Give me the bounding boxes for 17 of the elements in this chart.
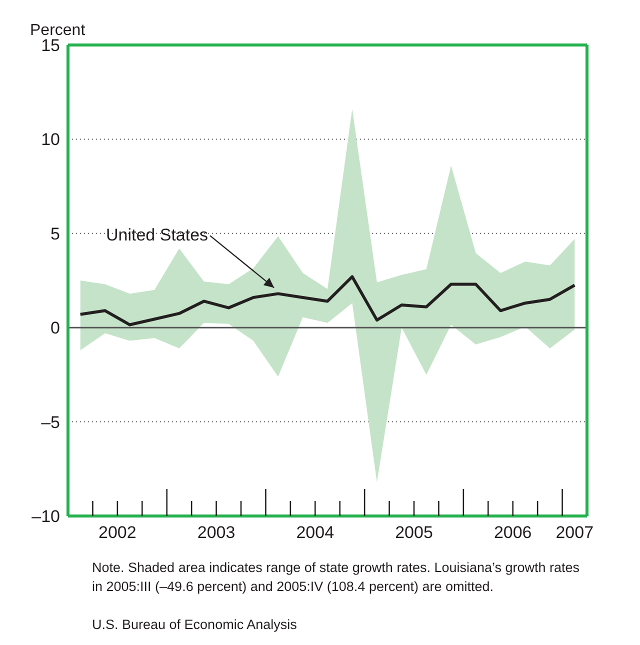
y-tick-label: 0 [50,318,60,338]
text: U.S. Bureau of Economic Analysis [92,616,298,634]
x-tick-label: 2005 [395,523,433,542]
y-tick-label: 5 [50,224,60,244]
y-tick-label: –10 [32,507,60,526]
text: Note. Shaded area indicates range of state growth rates. Louisiana’s growth rates in 2005:III (–49.6 percent) and 2005:IV (108.4 percent) are omitted. [92,559,581,596]
y-tick-label: 10 [41,130,60,150]
x-tick-label: 2006 [494,523,532,542]
y-tick-label: –5 [41,412,60,432]
x-tick-label: 2004 [296,523,334,542]
line-series [78,275,576,326]
text: United States [106,226,208,245]
x-tick-label: 2002 [98,523,136,542]
y-tick-label: 15 [41,36,60,56]
x-tick-label: 2007 [556,523,594,542]
x-tick-label: 2003 [197,523,236,542]
y-axis-title: Percent [30,22,86,39]
